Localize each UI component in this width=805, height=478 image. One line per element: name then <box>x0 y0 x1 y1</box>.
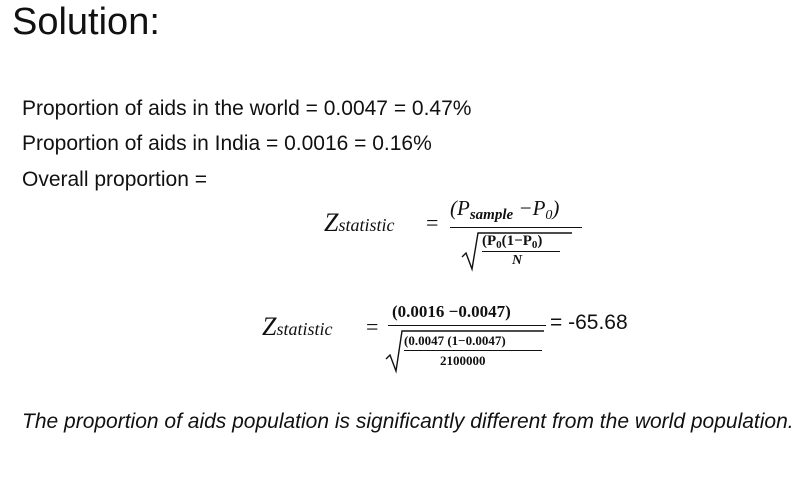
calc-result: = -65.68 <box>550 311 628 334</box>
calc-sqrt-denominator: 2100000 <box>440 353 486 368</box>
p-subscript: sample <box>469 207 514 223</box>
page-title: Solution: <box>12 1 160 43</box>
overall-proportion-line: Overall proportion = <box>22 168 208 191</box>
z-symbol: Z <box>324 208 339 237</box>
z-subscript: statistic <box>338 215 395 235</box>
calc-inner-fraction-bar <box>404 350 542 351</box>
sqrt-numerator: (P0(1−P0) <box>482 233 542 251</box>
z-calc-symbol: Z <box>262 312 277 341</box>
conclusion-text: The proportion of aids population is sig… <box>22 410 794 433</box>
z-calc-subscript: statistic <box>276 319 333 339</box>
calc-square-root-icon <box>385 330 544 374</box>
z-calc-lhs: Zstatistic <box>262 312 332 342</box>
den-close: ) <box>537 233 543 249</box>
den-sub2: 0 <box>531 239 538 251</box>
calc-sqrt-numerator: (0.0047 (1−0.0047) <box>404 333 506 348</box>
p0-symbol: P <box>532 196 546 220</box>
inner-fraction-bar <box>482 251 560 252</box>
close-paren: ) <box>552 196 560 220</box>
formula-numerator: (Psample −P0) <box>450 196 559 224</box>
minus-sign: − <box>513 196 533 220</box>
calc-fraction-bar <box>388 325 546 326</box>
india-proportion-line: Proportion of aids in India = 0.0016 = 0… <box>22 132 432 155</box>
calc-equals-sign: = <box>366 314 379 339</box>
sqrt-denominator: N <box>512 253 523 268</box>
open-paren: ( <box>450 196 457 220</box>
fraction-bar <box>450 227 582 228</box>
z-statistic-calculation: Zstatistic = (0.0016 −0.0047) (0.0047 (1… <box>262 300 662 380</box>
equals-sign: = <box>426 210 439 235</box>
den-mid: (1−P <box>501 233 532 249</box>
p0-subscript: 0 <box>545 208 553 223</box>
z-statistic-formula: Zstatistic = (Psample −P0) (P0(1−P0) N <box>324 196 594 276</box>
den-sub1: 0 <box>496 239 502 251</box>
den-open: (P <box>482 233 497 249</box>
square-root-icon <box>461 232 572 272</box>
calc-numerator: (0.0016 −0.0047) <box>392 302 511 321</box>
p-symbol: P <box>457 196 470 220</box>
z-statistic-lhs: Zstatistic <box>324 208 394 238</box>
world-proportion-line: Proportion of aids in the world = 0.0047… <box>22 97 472 120</box>
